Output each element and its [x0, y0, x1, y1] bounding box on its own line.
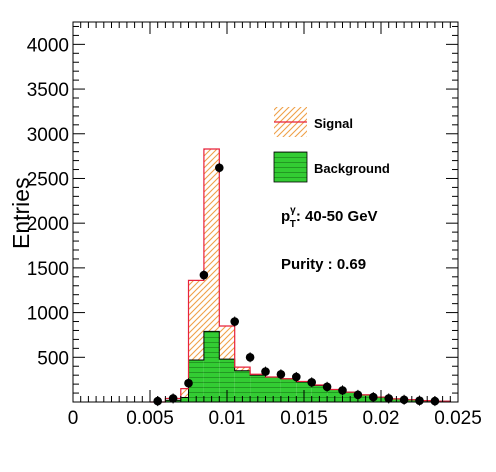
- background-bar: [219, 359, 235, 402]
- signal-bar: [234, 367, 251, 371]
- signal-bar: [219, 326, 235, 360]
- pt-superscript: γ: [290, 205, 296, 216]
- legend-entry-background: Background: [273, 151, 390, 183]
- signal-bar: [180, 388, 189, 398]
- data-point: [307, 378, 317, 387]
- background-bar: [203, 331, 220, 402]
- background-bar: [265, 376, 281, 402]
- data-point: [215, 163, 224, 173]
- data-point: [322, 382, 332, 392]
- plot-frame: [72, 21, 459, 403]
- data-point: [230, 317, 239, 326]
- signal-bar: [188, 280, 204, 360]
- legend-background-label: Background: [314, 161, 390, 176]
- legend: Signal Background: [273, 107, 390, 183]
- data-point: [261, 367, 270, 376]
- data-point: [199, 270, 209, 280]
- data-point: [353, 390, 363, 400]
- background-bar: [250, 375, 266, 402]
- y-axis-title: Entries: [8, 177, 34, 249]
- pt-range-annotation: pγ T: 40-50 GeV: [281, 205, 378, 230]
- data-point: [276, 369, 286, 379]
- y-tick-label: 4000: [27, 35, 69, 56]
- data-point: [184, 378, 193, 388]
- x-tick-label: 0.02: [363, 408, 400, 429]
- y-tick-label: 3500: [27, 80, 69, 101]
- background-bar: [234, 370, 251, 402]
- data-point: [338, 386, 347, 395]
- legend-entry-signal: Signal: [274, 107, 353, 137]
- legend-signal-label: Signal: [314, 116, 353, 131]
- x-tick-label: 0: [68, 408, 79, 429]
- x-tick-label: 0.01: [209, 408, 246, 429]
- x-tick-label: 0.015: [280, 408, 328, 429]
- background-bar: [327, 389, 343, 402]
- y-tick-label: 1500: [27, 259, 69, 280]
- signal-bar: [203, 148, 220, 332]
- pt-subscript: T: [290, 219, 296, 230]
- pt-symbol: p: [281, 208, 290, 225]
- y-tick-label: 2000: [27, 214, 69, 235]
- background-bar: [188, 359, 204, 402]
- y-tick-label: 1000: [27, 304, 69, 325]
- x-tick-label: 0.005: [126, 408, 174, 429]
- background-bar: [311, 385, 328, 402]
- y-tick-label: 2500: [27, 169, 69, 190]
- background-bar: [280, 378, 297, 402]
- x-tick-label: 0.025: [434, 408, 482, 429]
- y-tick-label: 3000: [27, 125, 69, 146]
- data-point: [292, 372, 301, 382]
- data-point: [245, 352, 255, 362]
- y-tick-label: 500: [37, 348, 69, 369]
- legend-background-swatch: [273, 151, 308, 183]
- purity-annotation: Purity : 0.69: [281, 256, 366, 273]
- pt-range-text: : 40-50 GeV: [296, 208, 378, 225]
- plot-area: [150, 148, 451, 407]
- background-bar: [180, 397, 189, 402]
